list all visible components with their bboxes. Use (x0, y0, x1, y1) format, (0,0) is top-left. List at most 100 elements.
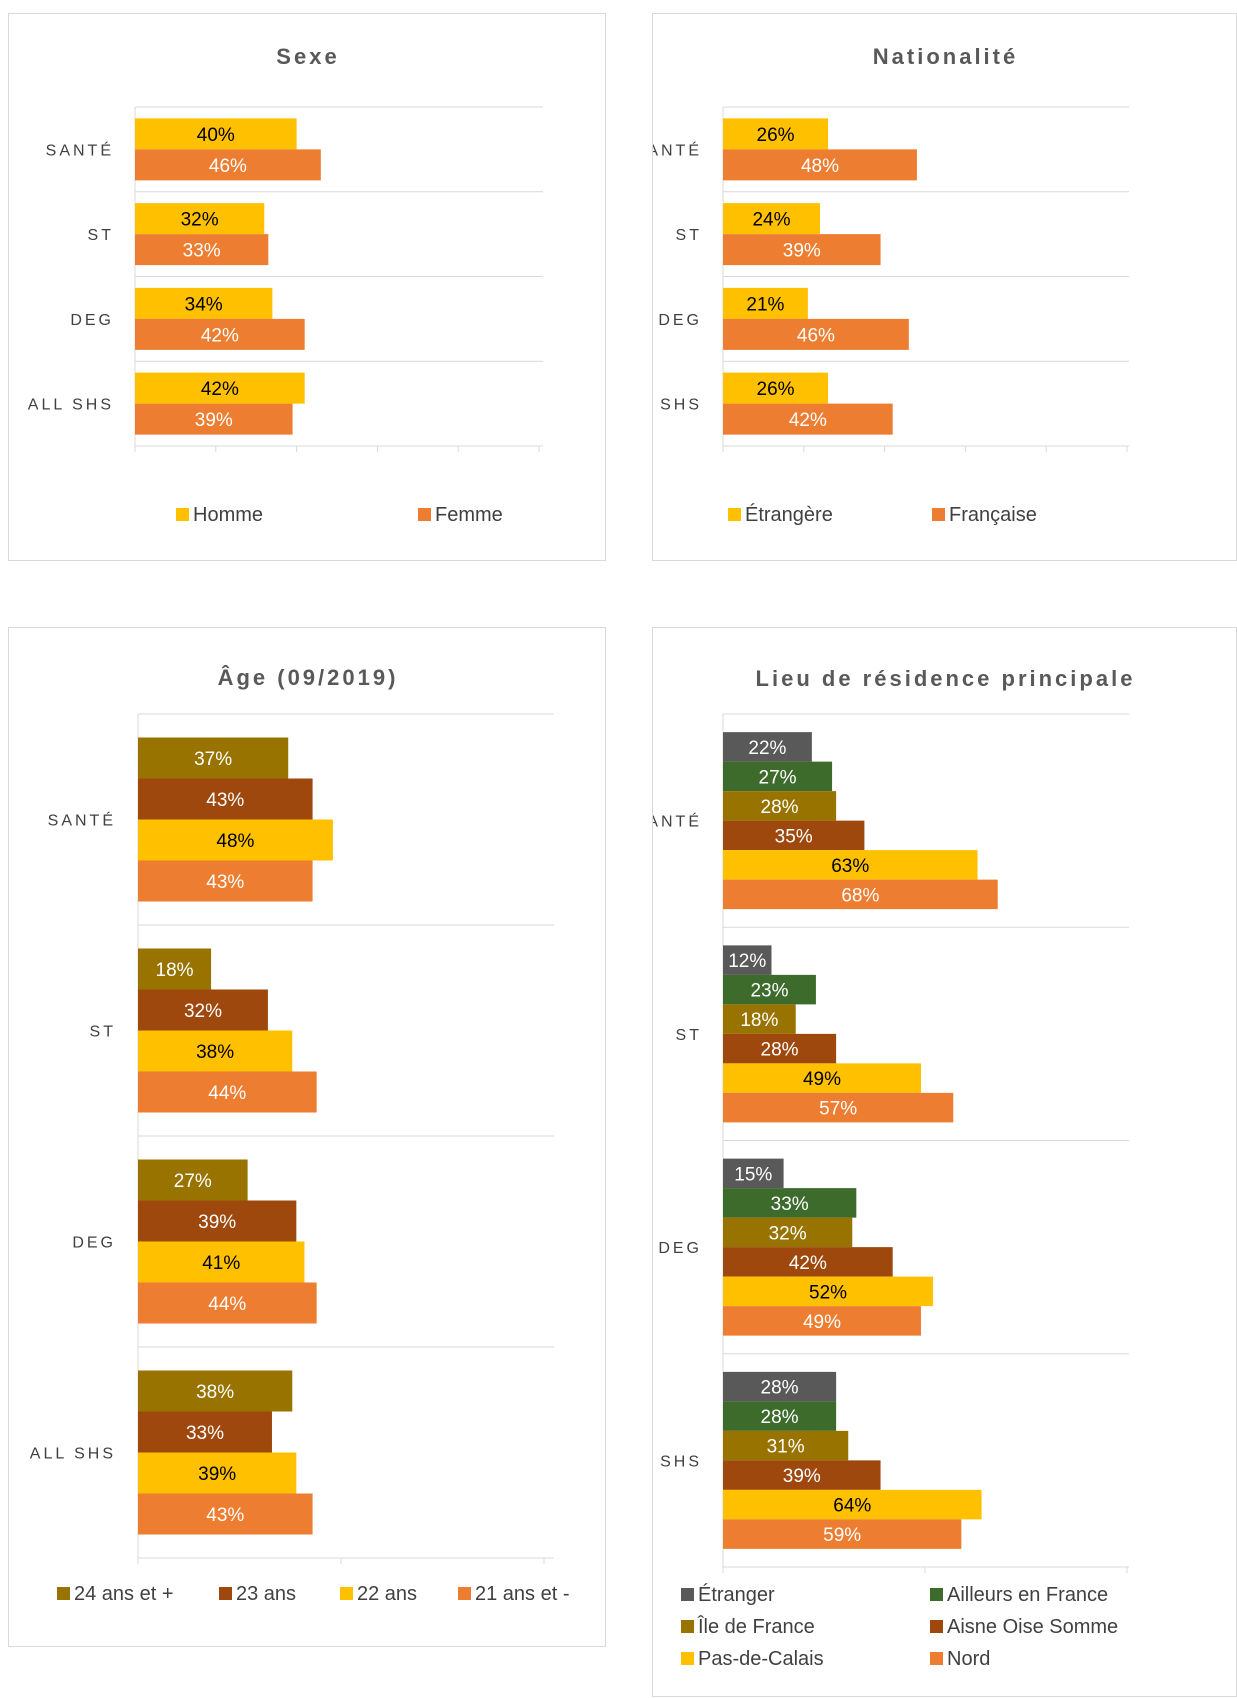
data-label-etranger-deg: 15% (734, 1164, 772, 1185)
data-label-22-ans-deg: 41% (202, 1253, 240, 1274)
data-label-homme-all-shs: 42% (201, 379, 239, 400)
legend-swatch-etranger (681, 1588, 694, 1601)
bar-pas-de-calais-deg (723, 1276, 934, 1307)
legend-label-francaise: Française (949, 504, 1037, 526)
data-label-ailleurs-en-france-sante: 27% (759, 767, 797, 788)
data-label-homme-st: 32% (181, 210, 219, 231)
bar-nord-sante (723, 879, 998, 910)
bar-francaise-all-shs (723, 403, 893, 435)
legend-swatch-ile-de-france (681, 1620, 694, 1633)
data-label-ile-de-france-st: 18% (740, 1010, 778, 1031)
data-label-femme-st: 33% (183, 241, 221, 262)
legend-swatch-homme (176, 508, 189, 521)
data-label-pas-de-calais-st: 49% (803, 1069, 841, 1090)
data-label-etranger-st: 12% (728, 951, 766, 972)
data-label-nord-all-shs: 59% (823, 1525, 861, 1546)
data-label-etranger-all-shs: 28% (761, 1378, 799, 1399)
data-label-aisne-oise-somme-all-shs: 39% (783, 1466, 821, 1487)
chart-panel-lieu: Lieu de résidence principale SANTÉ 22% 27% 2… (652, 627, 1237, 1697)
legend-label-homme: Homme (193, 504, 263, 526)
category-label-st: ST (88, 227, 114, 244)
bar-nord-deg (723, 1306, 921, 1336)
data-label-etrangere-all-shs: 26% (757, 379, 795, 400)
data-label-nord-deg: 49% (803, 1312, 841, 1333)
data-label-francaise-sante: 48% (801, 156, 839, 177)
legend-label-21-ans-et: 21 ans et - (475, 1583, 570, 1605)
legend-swatch-aisne-oise-somme (930, 1620, 943, 1633)
data-label-homme-sante: 40% (197, 125, 235, 146)
data-label-24-ans-et-st: 18% (156, 960, 194, 981)
bar-21-ans-et-sante (138, 860, 313, 902)
category-label-deg: DEG (658, 312, 702, 329)
bar-23-ans-deg (138, 1200, 297, 1242)
bar-femme-st (135, 234, 269, 266)
category-label-sante: SANTÉ (46, 140, 114, 159)
data-label-francaise-deg: 46% (797, 325, 835, 346)
legend-label-aisne-oise-somme: Aisne Oise Somme (947, 1616, 1118, 1638)
bar-24-ans-et-st (138, 948, 212, 990)
data-label-nord-sante: 68% (841, 885, 879, 906)
bar-aisne-oise-somme-sante (723, 820, 865, 851)
category-label-all-shs: ALL SHS (653, 1453, 702, 1470)
bar-pas-de-calais-sante (723, 850, 978, 880)
legend-swatch-22-ans (340, 1587, 353, 1600)
bar-etranger-st (723, 945, 772, 975)
data-label-pas-de-calais-sante: 63% (831, 856, 869, 877)
data-label-pas-de-calais-all-shs: 64% (833, 1496, 871, 1517)
data-label-etrangere-st: 24% (752, 210, 790, 231)
data-label-homme-deg: 34% (185, 294, 223, 315)
data-label-ailleurs-en-france-st: 23% (750, 981, 788, 1002)
legend-swatch-femme (418, 508, 431, 521)
bar-21-ans-et-deg (138, 1282, 317, 1324)
bar-ailleurs-en-france-all-shs (723, 1401, 837, 1431)
bar-ile-de-france-all-shs (723, 1430, 849, 1461)
data-label-femme-deg: 42% (201, 325, 239, 346)
category-label-sante: SANTÉ (48, 811, 116, 830)
bar-ile-de-france-sante (723, 791, 837, 821)
data-label-aisne-oise-somme-sante: 35% (775, 826, 813, 847)
legend-swatch-francaise (932, 508, 945, 521)
bar-23-ans-st (138, 989, 268, 1031)
legend-label-etranger: Étranger (698, 1583, 775, 1606)
bar-femme-sante (135, 149, 321, 181)
legend-swatch-etrangere (728, 508, 741, 521)
legend-swatch-nord (930, 1652, 943, 1665)
bar-23-ans-all-shs (138, 1411, 272, 1453)
bar-aisne-oise-somme-deg (723, 1247, 893, 1277)
category-label-all-shs: ALL SHS (653, 397, 702, 414)
data-label-femme-sante: 46% (209, 156, 247, 177)
legend-swatch-pas-de-calais (681, 1652, 694, 1665)
category-label-deg: DEG (72, 1235, 116, 1252)
chart-svg-age: Âge (09/2019) SANTÉ 37% 43% 48% 43% ST 18% 32% 38… (30, 665, 570, 1605)
data-label-femme-all-shs: 39% (195, 410, 233, 431)
bar-ailleurs-en-france-st (723, 974, 816, 1005)
legend-label-23-ans: 23 ans (236, 1583, 296, 1605)
bar-22-ans-deg (138, 1241, 305, 1283)
data-label-ile-de-france-deg: 32% (769, 1223, 807, 1244)
data-label-aisne-oise-somme-st: 28% (761, 1040, 799, 1061)
bar-24-ans-et-all-shs (138, 1370, 293, 1412)
data-label-aisne-oise-somme-deg: 42% (789, 1253, 827, 1274)
bar-21-ans-et-st (138, 1071, 317, 1113)
bar-francaise-deg (723, 318, 909, 350)
chart-title: Nationalité (873, 44, 1018, 69)
data-label-24-ans-et-all-shs: 38% (196, 1382, 234, 1403)
category-label-st: ST (676, 227, 702, 244)
category-label-st: ST (90, 1024, 116, 1041)
data-label-21-ans-et-st: 44% (208, 1083, 246, 1104)
legend-label-femme: Femme (435, 504, 503, 526)
category-label-st: ST (676, 1027, 702, 1044)
legend-label-24-ans-et: 24 ans et + (74, 1583, 174, 1605)
data-label-23-ans-sante: 43% (206, 790, 244, 811)
bar-ile-de-france-deg (723, 1217, 853, 1248)
legend-label-etrangere: Étrangère (745, 503, 833, 526)
bar-francaise-sante (723, 149, 917, 181)
data-label-francaise-st: 39% (783, 241, 821, 262)
data-label-ailleurs-en-france-deg: 33% (771, 1194, 809, 1215)
bar-etrangere-sante (723, 118, 829, 150)
bar-pas-de-calais-st (723, 1063, 921, 1093)
bar-aisne-oise-somme-all-shs (723, 1460, 881, 1490)
chart-svg-nationalite: Nationalité SANTÉ 26% 48% ST 24% 39% DEG 21% 46% A… (653, 44, 1129, 526)
bar-homme-deg (135, 287, 273, 319)
bar-22-ans-all-shs (138, 1452, 297, 1494)
